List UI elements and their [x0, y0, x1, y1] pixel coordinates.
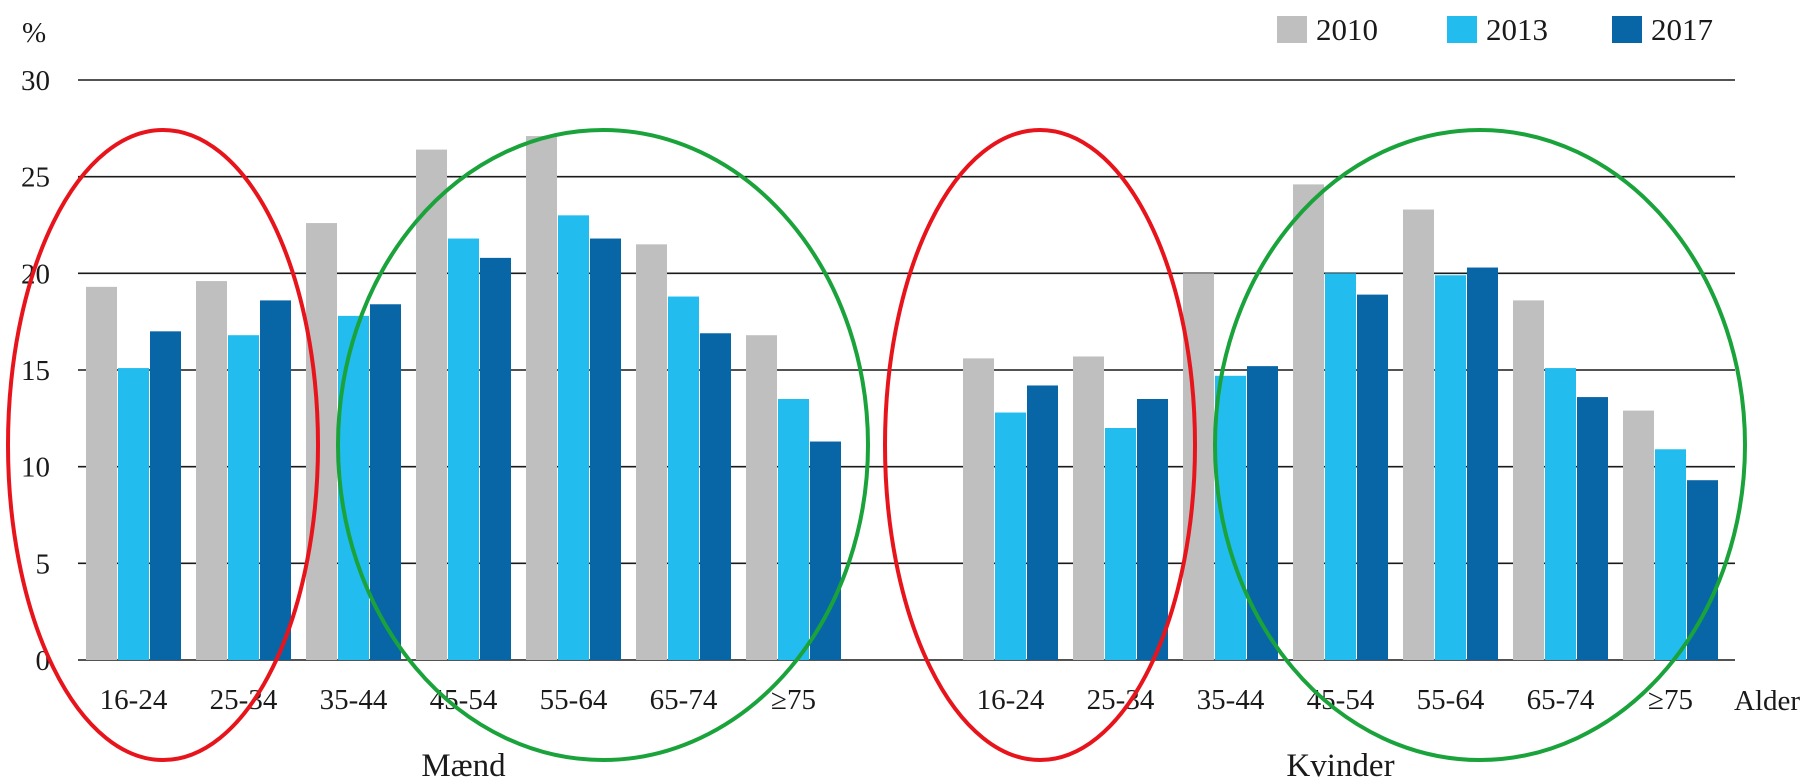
bar-mænd-2010-6 — [746, 335, 777, 660]
y-tick-label: 25 — [21, 162, 50, 194]
bar-mænd-2017-6 — [810, 441, 841, 660]
bar-mænd-2017-4 — [590, 238, 621, 661]
group-label-0: Mænd — [421, 748, 506, 784]
legend: 2010 2013 2017 — [1277, 12, 1713, 47]
bar-kvinder-2010-1 — [1073, 356, 1104, 660]
y-tick-label: 0 — [36, 645, 51, 677]
y-tick-label: 30 — [21, 65, 50, 97]
bar-mænd-2017-0 — [150, 331, 181, 660]
bar-kvinder-2013-5 — [1545, 368, 1576, 660]
bar-mænd-2010-1 — [196, 281, 227, 660]
bar-kvinder-2017-2 — [1247, 366, 1278, 660]
bar-kvinder-2010-6 — [1623, 410, 1654, 660]
bar-kvinder-2010-0 — [963, 358, 994, 660]
bar-kvinder-2010-4 — [1403, 209, 1434, 661]
bar-mænd-2010-5 — [636, 244, 667, 661]
bar-mænd-2013-1 — [228, 335, 259, 660]
bar-mænd-2013-3 — [448, 238, 479, 661]
legend-swatch-2010 — [1277, 16, 1307, 43]
x-tick-label: 35-44 — [320, 684, 388, 716]
bar-kvinder-2013-2 — [1215, 375, 1246, 660]
annotation-ellipse-1 — [336, 128, 870, 762]
annotation-ellipse-3 — [1213, 128, 1747, 762]
bar-mænd-2010-2 — [306, 223, 337, 661]
legend-swatch-2017 — [1612, 16, 1642, 43]
bar-kvinder-2010-3 — [1293, 184, 1324, 660]
x-tick-label: 55-64 — [540, 684, 608, 716]
bar-kvinder-2017-0 — [1027, 385, 1058, 660]
x-tick-label: ≥75 — [771, 684, 816, 716]
bar-mænd-2010-3 — [416, 149, 447, 660]
bars — [86, 136, 1718, 661]
x-tick-label: 16-24 — [100, 684, 168, 716]
legend-label-2013: 2013 — [1486, 12, 1548, 47]
y-axis-unit-label: % — [22, 17, 46, 49]
x-tick-label: 25-34 — [210, 684, 278, 716]
bar-mænd-2010-0 — [86, 286, 117, 660]
bar-kvinder-2013-4 — [1435, 275, 1466, 660]
bar-mænd-2013-5 — [668, 296, 699, 660]
bar-kvinder-2013-1 — [1105, 428, 1136, 660]
annotation-ellipse-2 — [883, 128, 1197, 762]
x-tick-label: 16-24 — [977, 684, 1045, 716]
bar-kvinder-2013-6 — [1655, 449, 1686, 660]
bar-kvinder-2017-6 — [1687, 480, 1718, 660]
x-axis-label: Alder — [1734, 685, 1800, 717]
x-tick-label: 25-34 — [1087, 684, 1155, 716]
x-tick-label: 35-44 — [1197, 684, 1265, 716]
bar-mænd-2017-3 — [480, 257, 511, 660]
bar-mænd-2017-1 — [260, 300, 291, 660]
bar-mænd-2013-2 — [338, 315, 369, 660]
legend-label-2017: 2017 — [1651, 12, 1713, 47]
x-tick-label: 55-64 — [1417, 684, 1485, 716]
bar-kvinder-2017-5 — [1577, 397, 1608, 660]
bar-kvinder-2013-3 — [1325, 273, 1356, 660]
legend-label-2010: 2010 — [1316, 12, 1378, 47]
bar-kvinder-2013-0 — [995, 412, 1026, 660]
bar-mænd-2010-4 — [526, 136, 557, 661]
bar-kvinder-2017-1 — [1137, 399, 1168, 660]
y-tick-label: 15 — [21, 355, 50, 387]
y-tick-label: 5 — [36, 548, 51, 580]
bar-kvinder-2017-3 — [1357, 294, 1388, 660]
annotation-ellipse-0 — [6, 128, 320, 762]
x-tick-label: ≥75 — [1648, 684, 1693, 716]
bar-mænd-2017-2 — [370, 304, 401, 660]
group-label-1: Kvinder — [1286, 748, 1394, 784]
bar-kvinder-2010-2 — [1183, 273, 1214, 660]
bar-mænd-2013-0 — [118, 368, 149, 660]
bar-mænd-2017-5 — [700, 333, 731, 660]
bar-kvinder-2017-4 — [1467, 267, 1498, 660]
bar-mænd-2013-4 — [558, 215, 589, 661]
x-tick-label: 65-74 — [650, 684, 718, 716]
annotation-ellipses — [6, 128, 1747, 762]
x-tick-label: 65-74 — [1527, 684, 1595, 716]
bar-mænd-2013-6 — [778, 399, 809, 660]
bar-kvinder-2010-5 — [1513, 300, 1544, 660]
y-tick-label: 10 — [21, 452, 50, 484]
legend-swatch-2013 — [1447, 16, 1477, 43]
